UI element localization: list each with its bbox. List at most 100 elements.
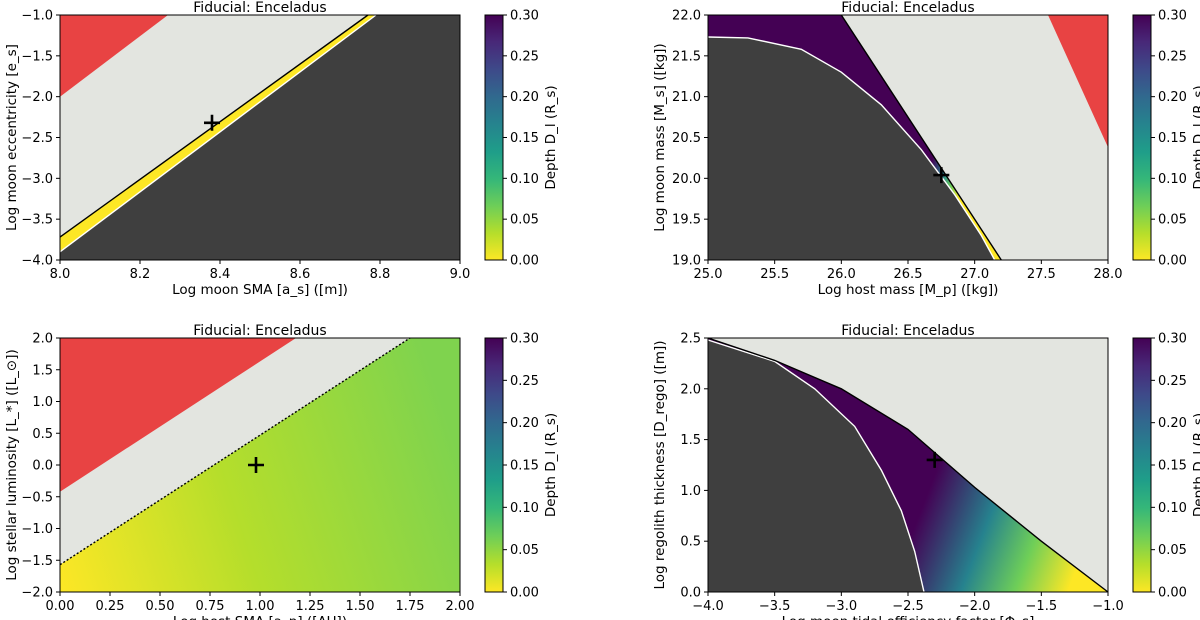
colorbar [1132,337,1152,593]
x-tick-label: 8.6 [290,267,311,282]
colorbar-tick-label: 0.05 [1158,213,1187,228]
boundary-upper-line [59,14,369,238]
x-tick-label: 26.0 [827,267,856,282]
boundary-upper-line [707,337,1109,593]
colorbar-tick-label: 0.15 [1158,131,1187,146]
chart-title: Fiducial: Enceladus [193,323,326,339]
colorbar [484,337,504,593]
y-axis-label: Log moon mass [M_s] ([kg]) [652,43,668,231]
x-tick-label: 27.0 [960,267,989,282]
x-tick-label: 26.5 [894,267,923,282]
y-axis-label: Log stellar luminosity [L_*] ([L_⊙]) [4,349,20,581]
x-tick-label: 9.0 [450,267,471,282]
colorbar-tick-label: 0.25 [1158,49,1187,64]
y-tick-label: 20.0 [672,172,701,187]
y-tick-label: −3.5 [21,213,53,228]
y-tick-label: −2.0 [21,586,53,601]
y-tick-label: −2.5 [21,131,53,146]
chart-title: Fiducial: Enceladus [841,0,974,16]
x-tick-label: −1.0 [1092,599,1124,614]
colorbar-tick-label: 0.00 [1158,254,1187,269]
panel-4: −4.0 −3.5 −3.0 −2.5 −2.0 −1.5 −1.0 0.0 0.5 1.0 1.5… [652,323,1200,620]
y-tick-label: −4.0 [21,254,53,269]
y-tick-label: −3.0 [21,172,53,187]
fiducial-marker [933,167,950,184]
x-tick-label: 1.25 [296,599,325,614]
x-tick-label: −4.0 [692,599,724,614]
colorbar-tick-label: 0.25 [510,49,539,64]
y-tick-label: 2.0 [32,332,53,347]
region-red [1048,15,1108,148]
colorbar-tick-label: 0.20 [510,416,539,431]
y-tick-label: −0.5 [21,490,53,505]
x-tick-label: 27.5 [1027,267,1056,282]
colorbar-tick-label: 0.30 [510,9,539,24]
y-tick-label: 1.5 [680,433,701,448]
colorbar-tick-label: 0.10 [1158,501,1187,516]
x-tick-label: 0.00 [46,599,75,614]
y-tick-label: 0.5 [680,535,701,550]
boundary-lower-line [707,36,996,261]
region-red [60,338,296,492]
y-tick-label: 20.5 [672,131,701,146]
colorbar-tick-label: 0.30 [510,332,539,347]
y-axis-label: Log regolith thickness [D_rego] ([m]) [652,340,668,589]
region-dark [708,37,995,260]
boundary-upper-line [840,14,1002,261]
colorbar-tick-label: 0.25 [1158,374,1187,389]
x-tick-label: 0.25 [96,599,125,614]
colorbar-tick-label: 0.20 [1158,90,1187,105]
y-tick-label: −1.5 [21,49,53,64]
x-tick-label: 0.50 [146,599,175,614]
panel-2: 25.0 25.5 26.0 26.5 27.0 27.5 28.0 19.0 19.5 20.0… [652,0,1200,298]
y-tick-label: 22.0 [672,9,701,24]
colorbar-tick-label: 0.05 [510,213,539,228]
x-tick-label: −3.5 [759,599,791,614]
x-tick-label: 0.75 [196,599,225,614]
y-tick-label: 1.0 [680,484,701,499]
colorbar-label: Depth D_l (R_s) [543,413,559,517]
x-tick-label: 25.0 [694,267,723,282]
x-tick-label: 8.2 [130,267,151,282]
fiducial-marker [248,457,264,473]
y-tick-label: −2.0 [21,90,53,105]
colorbar-tick-label: 0.05 [510,543,539,558]
colorbar-tick-label: 0.15 [510,459,539,474]
x-tick-label: −3.0 [826,599,858,614]
x-axis-label: Log host mass [M_p] ([kg]) [818,282,999,298]
colorbar-tick-label: 0.10 [510,501,539,516]
x-tick-label: 1.50 [346,599,375,614]
x-tick-label: 1.00 [246,599,275,614]
x-tick-label: 8.0 [50,267,71,282]
y-tick-label: 1.0 [32,395,53,410]
y-tick-label: 21.0 [672,90,701,105]
y-tick-label: 0.5 [32,427,53,442]
colorbar-tick-label: 0.15 [1158,459,1187,474]
colorbar-tick-label: 0.00 [510,586,539,601]
fiducial-marker [204,114,220,131]
x-tick-label: 28.0 [1094,267,1123,282]
colorbar-tick-label: 0.20 [1158,416,1187,431]
fiducial-marker [926,451,943,468]
panel-3: 0.00 0.25 0.50 0.75 1.00 1.25 1.50 1.75 2.00 −2.0… [4,323,559,620]
x-tick-label: 1.75 [396,599,425,614]
colorbar-label: Depth D_l (R_s) [1191,413,1200,517]
y-tick-label: 19.0 [672,254,701,269]
y-tick-label: −1.5 [21,554,53,569]
region-red [60,15,168,97]
y-tick-label: −1.0 [21,9,53,24]
y-tick-label: 2.0 [680,382,701,397]
y-tick-label: 2.5 [680,332,701,347]
colorbar-tick-label: 0.30 [1158,9,1187,24]
colorbar-tick-label: 0.25 [510,374,539,389]
region-dark [708,340,924,592]
x-tick-label: 25.5 [760,267,789,282]
y-axis-label: Log moon eccentricity [e_s] [4,44,20,231]
colorbar-tick-label: 0.10 [510,172,539,187]
region-dark [60,15,460,260]
x-tick-label: 8.4 [210,267,231,282]
colorbar-label: Depth D_l (R_s) [543,85,559,189]
colorbar [484,14,504,261]
x-axis-label: Log moon SMA [a_s] ([m]) [172,282,348,298]
